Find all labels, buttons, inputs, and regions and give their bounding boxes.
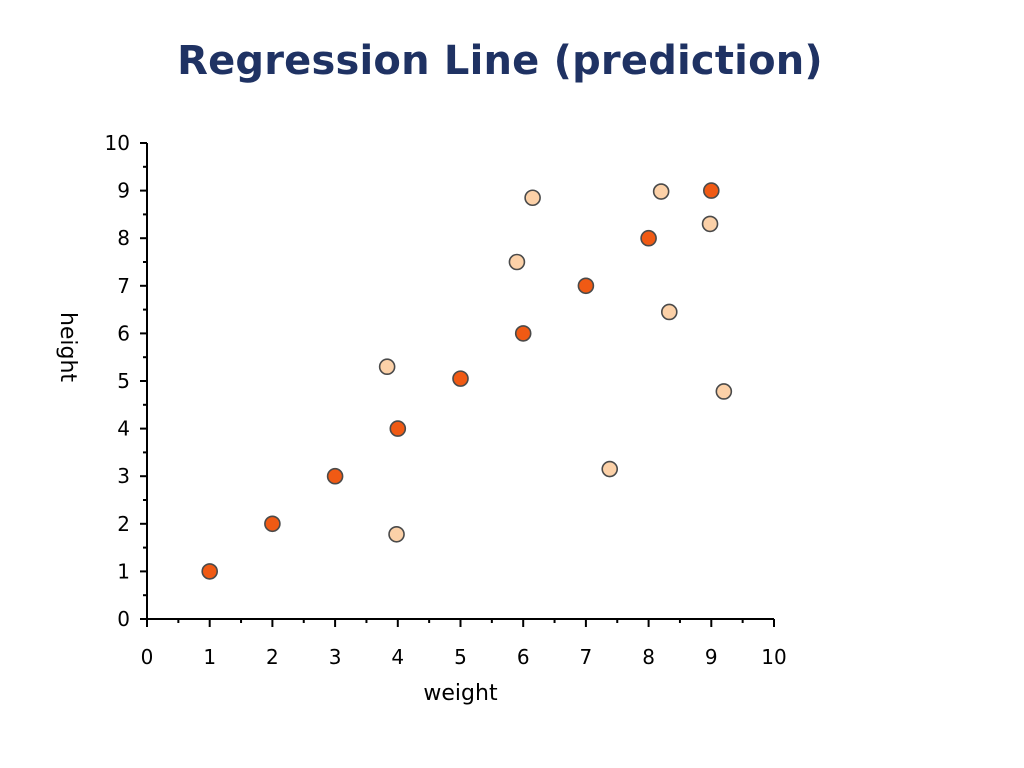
data-point [388,525,405,543]
data-point [601,460,619,478]
data-point [577,277,595,295]
y-tick-label: 7 [117,274,130,298]
x-tick-label: 0 [141,645,154,669]
x-tick-label: 10 [761,645,786,669]
data-points [201,182,733,580]
data-point [264,515,281,533]
x-tick-label: 6 [517,645,530,669]
x-tick-label: 7 [580,645,593,669]
data-point [389,420,407,437]
x-tick-label: 2 [266,645,279,669]
data-point [514,325,532,342]
x-axis-title: weight [423,681,498,706]
data-point [201,563,218,580]
x-tick-label: 9 [705,645,718,669]
slide-title: Regression Line (prediction) [177,38,823,84]
y-tick-label: 8 [117,226,130,250]
y-tick-label: 2 [117,512,130,536]
data-point [660,303,678,321]
ticks [140,142,775,627]
x-tick-label: 8 [642,645,655,669]
y-tick-label: 3 [117,464,130,488]
data-point [715,383,733,400]
tick-labels: 0 1 2 3 4 5 6 7 8 9 10 0 1 2 3 4 5 6 7 8 9 10 [105,131,787,669]
data-point [524,189,541,207]
y-tick-label: 9 [117,179,130,203]
data-point [652,183,670,200]
x-tick-label: 1 [203,645,216,669]
data-point [452,370,469,387]
data-point [702,182,720,199]
x-tick-label: 4 [391,645,404,669]
y-tick-label: 10 [105,131,130,155]
y-tick-label: 5 [117,369,130,393]
data-point [640,229,657,247]
data-point [701,215,719,233]
y-tick-label: 0 [117,607,130,631]
y-tick-label: 6 [117,321,130,345]
x-tick-label: 3 [329,645,342,669]
y-tick-label: 1 [117,559,130,583]
data-point [378,358,396,376]
x-tick-label: 5 [454,645,467,669]
data-point [326,467,344,485]
y-tick-label: 4 [117,417,130,441]
data-point [508,253,526,271]
y-axis-title: height [55,312,80,382]
